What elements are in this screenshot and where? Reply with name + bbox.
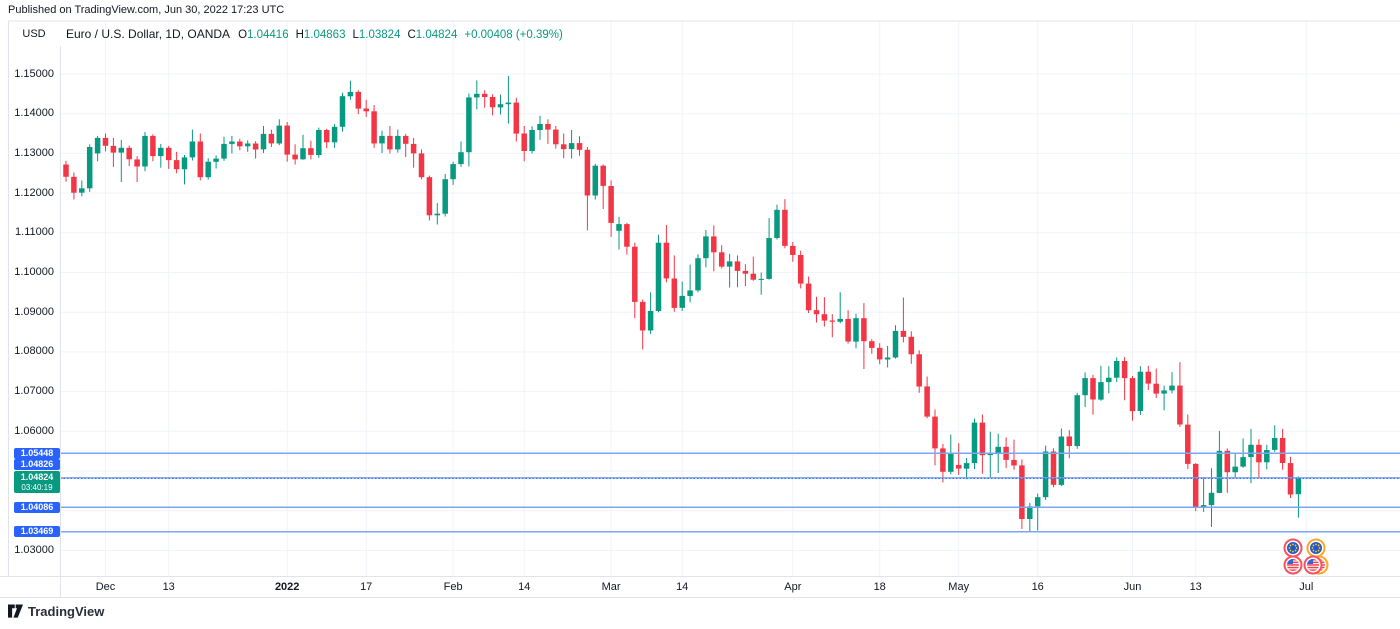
price-scale-currency: USD <box>22 28 46 40</box>
tradingview-logo-icon[interactable] <box>8 604 23 618</box>
published-attribution: Published on TradingView.com, Jun 30, 20… <box>0 0 1400 21</box>
ohlc-value: 1.04824 <box>415 29 458 41</box>
ohlc-value: 1.03824 <box>358 29 401 41</box>
us-flag-icon[interactable] <box>1283 555 1303 575</box>
ohlc-key: H <box>295 29 304 41</box>
ohlc-values: O1.04416 H1.04863 L1.03824 C1.04824 +0.00408… <box>238 27 563 41</box>
footer-bar: TradingView <box>0 597 1400 624</box>
tradingview-brand[interactable]: TradingView <box>28 603 105 619</box>
change-value: +0.00408 (+0.39%) <box>464 29 563 41</box>
ohlc-value: 1.04416 <box>247 29 289 41</box>
symbol-legend: USD Euro / U.S. Dollar, 1D, OANDA O1.044… <box>0 24 563 44</box>
ohlc-key: C <box>407 29 416 41</box>
eu-flag-icon[interactable] <box>1306 538 1326 558</box>
symbol-title[interactable]: Euro / U.S. Dollar, 1D, OANDA <box>66 27 231 41</box>
candlestick-series[interactable] <box>63 76 1302 532</box>
ohlc-key: L <box>352 29 359 41</box>
ohlc-value: 1.04863 <box>303 29 346 41</box>
ohlc-key: O <box>238 29 248 41</box>
eu-flag-icon[interactable] <box>1283 538 1303 558</box>
us-flag-icon[interactable] <box>1303 555 1323 575</box>
